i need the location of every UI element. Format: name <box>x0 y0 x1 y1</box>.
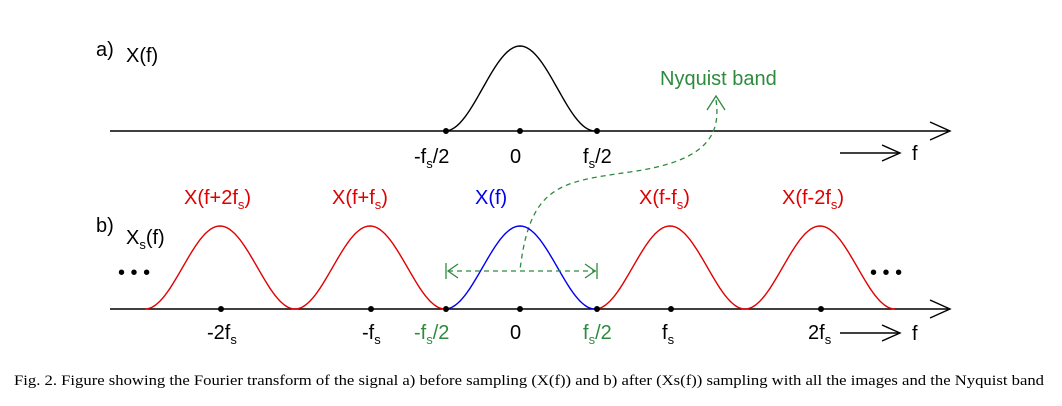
panel-b-tick-label-neg-fs: -fs <box>362 322 381 347</box>
image-curve-plus-2fs <box>744 225 896 310</box>
panel-b-tick-pos-fs <box>668 306 674 312</box>
panel-a-tick-label-neg-half: -fs/2 <box>414 146 449 171</box>
panel-b-f-arrow-head <box>881 324 902 342</box>
image-curve-minus-fs <box>294 225 446 310</box>
panel-a-tick-zero <box>517 128 523 134</box>
panel-a-function-label: X(f) <box>126 45 158 67</box>
image-curve-plus-fs <box>594 225 746 310</box>
right-ellipsis: • • • <box>870 262 902 284</box>
panel-b-axis-arrowhead <box>929 299 952 319</box>
panel-b-tick-label-pos-2fs: 2fs <box>808 322 832 347</box>
panel-a-axis-arrowhead <box>929 121 952 141</box>
panel-b-tick-neg-2fs <box>218 306 224 312</box>
image-label-minus-2fs: X(f-2fs) <box>782 187 844 212</box>
panel-b-tick-pos-2fs <box>818 306 824 312</box>
panel-b-label: b) <box>96 215 114 237</box>
panel-b-function-label: Xs(f) <box>126 227 165 252</box>
panel-a-f-label: f <box>912 143 918 165</box>
nyquist-band-right-arrowhead <box>584 263 597 279</box>
left-ellipsis: • • • <box>118 262 150 284</box>
panel-b-tick-label-pos-half: fs/2 <box>583 322 612 347</box>
image-curve-minus-2fs <box>144 225 296 310</box>
panel-a-tick-pos-half-fs <box>594 128 600 134</box>
panel-b-tick-pos-half-fs <box>594 306 600 312</box>
panel-b-tick-zero <box>517 306 523 312</box>
panel-b-tick-label-neg-2fs: -2fs <box>207 322 237 347</box>
panel-b-tick-label-neg-half: -fs/2 <box>414 322 449 347</box>
nyquist-pointer-arrowhead <box>706 94 726 111</box>
figure-caption: Fig. 2. Figure showing the Fourier trans… <box>14 373 1045 389</box>
image-label-plus-2fs: X(f+2fs) <box>184 187 251 212</box>
panel-b-tick-neg-fs <box>368 306 374 312</box>
panel-b-tick-label-zero: 0 <box>510 322 521 344</box>
nyquist-band-left-arrowhead <box>446 263 459 279</box>
nyquist-band-label: Nyquist band <box>660 68 777 90</box>
panel-a-label: a) <box>96 39 114 61</box>
baseband-label: X(f) <box>475 187 507 209</box>
image-label-plus-fs: X(f+fs) <box>332 187 388 212</box>
panel-a-spectrum-curve <box>444 45 596 132</box>
panel-a-f-arrow-head <box>881 144 902 162</box>
panel-a-tick-neg-half-fs <box>443 128 449 134</box>
panel-a-tick-label-zero: 0 <box>510 146 521 168</box>
baseband-curve <box>444 225 596 310</box>
panel-b-tick-neg-half-fs <box>443 306 449 312</box>
panel-b-f-label: f <box>912 323 918 345</box>
image-label-minus-fs: X(f-fs) <box>639 187 690 212</box>
panel-b-tick-label-pos-fs: fs <box>662 322 675 347</box>
panel-a-tick-label-pos-half: fs/2 <box>583 146 612 171</box>
nyquist-pointer-dashed-line <box>519 99 718 271</box>
